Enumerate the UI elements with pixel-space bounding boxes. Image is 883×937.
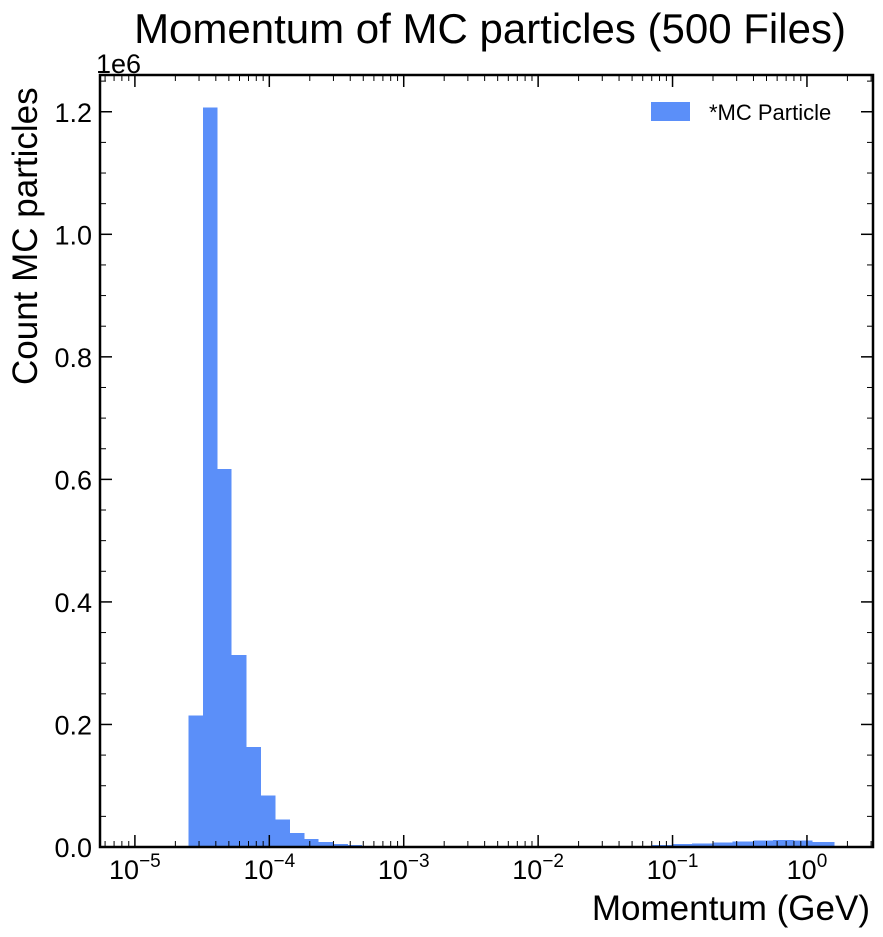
legend-swatch bbox=[651, 102, 690, 121]
y-axis-label: Count MC particles bbox=[6, 87, 45, 385]
y-tick-label: 0.2 bbox=[54, 710, 92, 740]
histogram-bar bbox=[318, 842, 334, 847]
histogram-bar bbox=[217, 468, 232, 847]
y-tick-label: 0.6 bbox=[54, 465, 92, 495]
histogram-bar bbox=[333, 843, 348, 847]
x-tick-label: 10−4 bbox=[243, 851, 295, 885]
x-tick-label: 10−1 bbox=[647, 851, 699, 885]
histogram-bar bbox=[753, 840, 774, 847]
histogram-bar bbox=[812, 841, 835, 847]
x-tick-label: 10−5 bbox=[109, 851, 161, 885]
histogram-bar bbox=[275, 819, 290, 847]
legend-label: *MC Particle bbox=[709, 100, 831, 125]
x-tick-label: 10−2 bbox=[512, 851, 564, 885]
histogram-bar bbox=[188, 715, 203, 847]
y-tick-label: 1.2 bbox=[54, 98, 92, 128]
histogram-bar bbox=[304, 839, 319, 847]
x-tick-label: 100 bbox=[787, 851, 828, 885]
y-tick-label: 0.4 bbox=[54, 588, 92, 618]
axis-ticks: 0.0 0.2 0.4 0.6 0.8 1.0 1.2 10−5 10−4 10−3 10−2 10−… bbox=[54, 75, 873, 885]
plot-frame bbox=[98, 73, 875, 849]
chart-title: Momentum of MC particles (500 Files) bbox=[134, 5, 846, 52]
histogram-bar bbox=[289, 832, 305, 847]
x-axis-label: Momentum (GeV) bbox=[592, 889, 870, 928]
legend: *MC Particle bbox=[651, 100, 831, 125]
histogram-bar bbox=[231, 655, 247, 847]
histogram-bars bbox=[188, 107, 835, 848]
y-tick-label: 0.0 bbox=[54, 833, 92, 863]
histogram-bar bbox=[713, 842, 733, 847]
histogram-bar bbox=[672, 844, 693, 847]
histogram-bar bbox=[793, 840, 813, 847]
histogram-bar bbox=[773, 839, 794, 847]
y-tick-label: 1.0 bbox=[54, 220, 92, 250]
histogram-bar bbox=[202, 107, 218, 848]
x-tick-label: 10−3 bbox=[378, 851, 430, 885]
histogram-bar bbox=[260, 795, 276, 847]
y-tick-label: 0.8 bbox=[54, 343, 92, 373]
histogram-bar bbox=[692, 843, 714, 847]
histogram-bar bbox=[246, 747, 261, 847]
histogram-bar bbox=[732, 841, 754, 847]
